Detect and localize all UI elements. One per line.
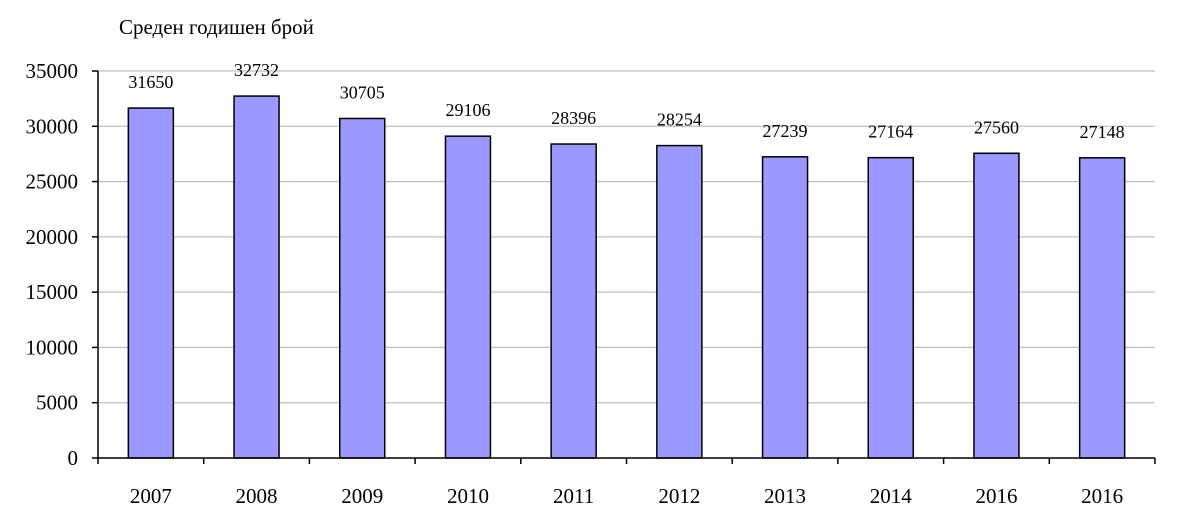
y-axis-title: Среден годишен брой (119, 15, 314, 39)
y-tick-label: 20000 (26, 225, 79, 249)
data-label: 31650 (128, 72, 173, 92)
bar (761, 156, 809, 459)
bar (550, 143, 597, 459)
data-label: 29106 (445, 100, 490, 120)
bar (973, 152, 1020, 459)
x-tick-label: 2007 (130, 484, 172, 506)
data-label: 27164 (868, 122, 913, 142)
bar (444, 135, 492, 459)
x-tick-label: 2014 (870, 484, 913, 506)
bar (656, 144, 703, 459)
x-tick-label: 2011 (553, 484, 594, 506)
data-label: 27560 (974, 117, 1019, 137)
data-label: 27148 (1080, 122, 1125, 142)
x-tick-label: 2013 (764, 484, 806, 506)
y-tick-label: 25000 (26, 170, 79, 194)
y-tick-label: 10000 (26, 335, 79, 359)
data-label: 28396 (551, 108, 596, 128)
y-tick-label: 30000 (26, 114, 79, 138)
x-tick-label: 2016 (975, 484, 1017, 506)
data-label: 32732 (234, 60, 279, 80)
x-tick-label: 2009 (341, 484, 383, 506)
y-tick-label: 35000 (26, 59, 79, 83)
data-label: 30705 (340, 82, 385, 102)
x-tick-label: 2010 (447, 484, 489, 506)
bar (1078, 157, 1126, 459)
data-label: 28254 (657, 110, 702, 130)
y-tick-label: 15000 (26, 280, 79, 304)
bar (127, 107, 175, 459)
data-label: 27239 (763, 121, 808, 141)
x-tick-label: 2016 (1081, 484, 1123, 506)
bar (867, 156, 914, 459)
bar (339, 117, 386, 459)
bar (233, 95, 280, 459)
y-tick-label: 5000 (36, 391, 78, 415)
x-tick-label: 2012 (658, 484, 700, 506)
x-tick-label: 2008 (236, 484, 278, 506)
y-tick-label: 0 (68, 446, 79, 470)
